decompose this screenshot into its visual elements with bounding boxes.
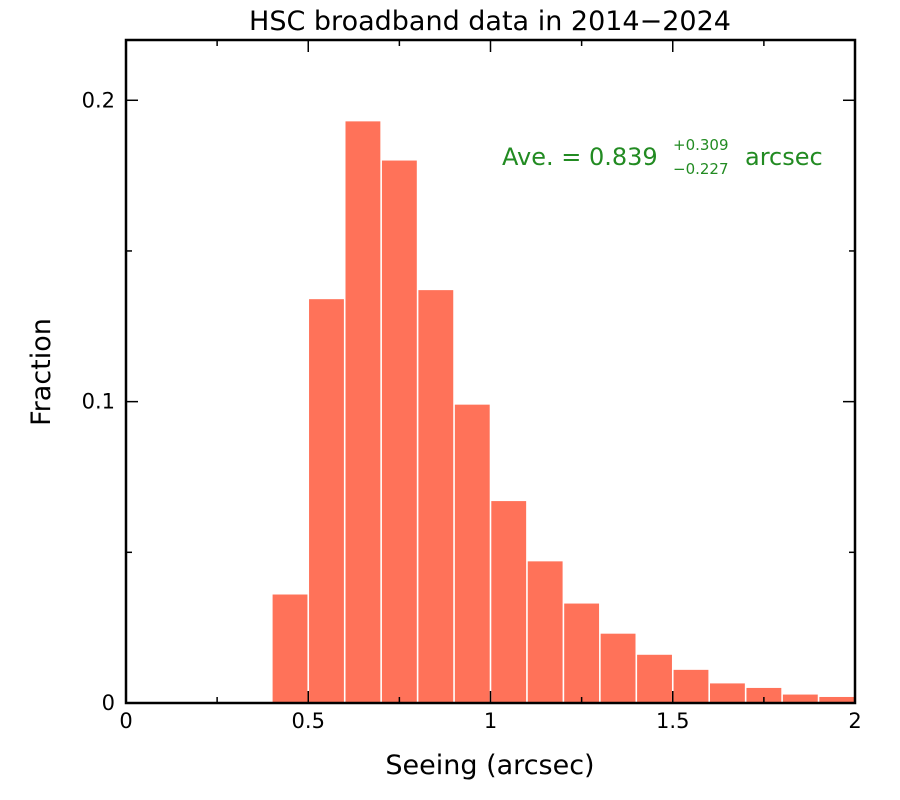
average-annotation: Ave. = 0.839 +0.309 −0.227 arcsec: [502, 136, 823, 178]
annotation-upper-error: +0.309: [673, 136, 729, 154]
histogram-bar-9: [600, 633, 636, 703]
x-tick-label-2: 1: [484, 709, 497, 733]
histogram-bar-5: [454, 404, 490, 703]
histogram-bar-13: [746, 687, 782, 703]
y-tick-label-2: 0.2: [82, 88, 115, 112]
x-tick-label-1: 0.5: [292, 709, 325, 733]
bars-group: [272, 121, 855, 704]
annotation-lower-error: −0.227: [673, 160, 729, 178]
annotation-prefix: Ave. = 0.839: [502, 143, 658, 171]
histogram-bar-2: [345, 121, 381, 704]
histogram-bar-1: [309, 299, 344, 703]
x-axis-label: Seeing (arcsec): [385, 750, 594, 781]
histogram-bar-3: [381, 160, 417, 703]
plot-frame: [124, 38, 857, 705]
histogram-bar-15: [819, 696, 855, 703]
ticks-group: [125, 40, 856, 704]
histogram-bar-10: [637, 654, 672, 703]
x-tick-label-0: 0: [119, 709, 132, 733]
x-tick-label-4: 2: [848, 709, 861, 733]
histogram-bar-0: [272, 594, 308, 703]
histogram-bar-4: [418, 290, 454, 703]
histogram-bar-6: [491, 501, 527, 703]
tick-labels-group: 0 0.5 1 1.5 2 0 0.1 0.2: [82, 88, 862, 733]
histogram-bar-14: [782, 694, 818, 703]
histogram-bar-8: [564, 603, 600, 703]
histogram-bar-12: [710, 683, 745, 703]
chart-title: HSC broadband data in 2014−2024: [249, 6, 731, 37]
x-tick-label-3: 1.5: [656, 709, 689, 733]
y-tick-label-0: 0: [102, 691, 115, 715]
y-axis-label: Fraction: [26, 318, 57, 426]
annotation-suffix: arcsec: [745, 143, 823, 171]
histogram-bar-7: [527, 561, 563, 703]
y-tick-label-1: 0.1: [82, 390, 115, 414]
histogram-bar-11: [673, 669, 709, 703]
